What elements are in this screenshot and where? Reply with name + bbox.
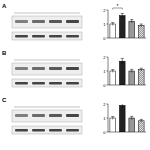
bar [138, 121, 144, 132]
y-tick-label: 0 [103, 130, 106, 135]
error-bar [111, 70, 114, 73]
bars [110, 14, 144, 39]
blot-band [15, 20, 28, 23]
blot-band [32, 20, 45, 23]
y-tick [107, 10, 109, 11]
blot-band [32, 35, 45, 38]
y-tick [107, 71, 109, 72]
error-bar [140, 68, 143, 71]
blot-band [66, 35, 79, 38]
error-bar [121, 14, 124, 18]
error-bar [111, 117, 114, 120]
blot-band [49, 20, 62, 23]
panel-letter: A [2, 3, 7, 9]
error-bar [130, 69, 133, 72]
blot-band [66, 67, 79, 70]
panel-letter: B [2, 50, 7, 56]
bar [138, 70, 144, 85]
error-bar [121, 104, 124, 108]
blot-band [32, 67, 45, 70]
y-tick-label: 0 [103, 83, 106, 88]
y-axis [108, 57, 109, 85]
blot [12, 79, 82, 87]
annotation: * [117, 3, 119, 9]
error-bar [121, 58, 124, 64]
blot-band [32, 129, 45, 132]
y-tick [107, 85, 109, 86]
bar [129, 21, 135, 38]
blot [12, 110, 82, 122]
blot-band [15, 114, 28, 117]
blot-band [66, 114, 79, 117]
header-rule [14, 60, 80, 61]
bar [110, 118, 116, 132]
figure-svg: A B C 0 1 2 * 0 1 2 0 1 2 [0, 0, 150, 150]
y-tick [107, 57, 109, 58]
y-tick [107, 24, 109, 25]
blot-band [15, 82, 28, 85]
blot-band [66, 82, 79, 85]
blot-band [66, 20, 79, 23]
blot-band [66, 129, 79, 132]
bar [110, 71, 116, 85]
blot [12, 63, 82, 75]
y-tick [107, 104, 109, 105]
blot-band [32, 82, 45, 85]
bar [119, 105, 125, 132]
blot-band [15, 67, 28, 70]
y-tick-label: 0 [103, 36, 106, 41]
bars [110, 104, 144, 132]
bar [119, 61, 125, 85]
blot-band [15, 129, 28, 132]
blot-band [49, 67, 62, 70]
y-tick-label: 2 [103, 8, 106, 13]
y-axis [108, 104, 109, 132]
y-tick-label: 2 [103, 55, 106, 60]
blot [12, 126, 82, 134]
y-tick [107, 38, 109, 39]
blot-band [49, 129, 62, 132]
error-bar [130, 20, 133, 23]
error-bar [130, 116, 133, 119]
y-axis [108, 10, 109, 38]
blot [12, 16, 82, 28]
panel-letter: C [2, 97, 7, 103]
error-bar [111, 23, 114, 26]
bar [129, 71, 135, 85]
bar [138, 25, 144, 38]
blot-band [15, 35, 28, 38]
y-tick-label: 1 [103, 116, 106, 121]
error-bar [140, 24, 143, 27]
y-tick-label: 1 [103, 22, 106, 27]
bar [119, 16, 125, 38]
blot-band [32, 114, 45, 117]
blot [12, 32, 82, 40]
bar [129, 118, 135, 132]
y-tick [107, 132, 109, 133]
bar [110, 24, 116, 38]
header-rule [14, 13, 80, 14]
blot-band [49, 82, 62, 85]
error-bar [140, 119, 143, 122]
y-tick-label: 2 [103, 102, 106, 107]
header-rule [14, 107, 80, 108]
blot-band [49, 114, 62, 117]
y-tick [107, 118, 109, 119]
y-tick-label: 1 [103, 69, 106, 74]
blot-band [49, 35, 62, 38]
bars [110, 58, 144, 85]
figure: A B C 0 1 2 * 0 1 2 0 1 2 [0, 0, 150, 150]
